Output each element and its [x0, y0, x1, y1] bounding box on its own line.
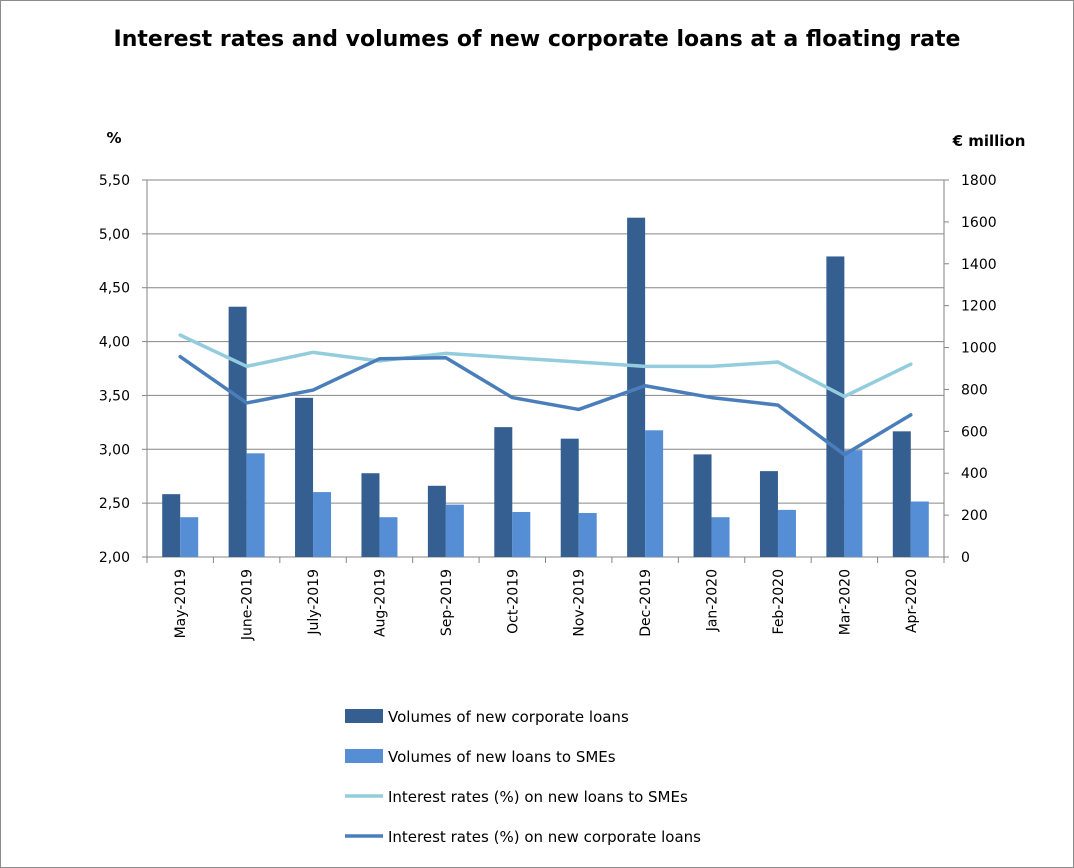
- right-axis-unit-label: € million: [952, 132, 1026, 150]
- left-axis-tick-label: 3,00: [99, 442, 130, 458]
- line-series: [178, 333, 913, 457]
- legend-swatch-bar: [345, 749, 383, 763]
- bar-corporate-loans: [427, 485, 446, 557]
- bar-sme-loans: [777, 509, 796, 557]
- bar-corporate-loans: [560, 438, 579, 557]
- left-axis-tick-label: 5,50: [99, 173, 130, 189]
- legend-entry-label: Volumes of new loans to SMEs: [388, 748, 616, 766]
- bar-sme-loans: [180, 517, 199, 557]
- bar-series: [162, 217, 929, 557]
- legend-entry-label: Interest rates (%) on new loans to SMEs: [388, 788, 688, 806]
- bar-corporate-loans: [494, 427, 513, 557]
- right-axis-tick-label: 600: [961, 424, 988, 440]
- right-axis-tick-label: 800: [961, 382, 988, 398]
- right-axis-tick-label: 1400: [961, 257, 997, 273]
- bar-corporate-loans: [162, 494, 181, 557]
- x-axis-category-label: Dec-2019: [638, 569, 654, 637]
- legend-swatch-bar: [345, 709, 383, 723]
- legend-entry-label: Volumes of new corporate loans: [388, 708, 629, 726]
- gridlines: [147, 179, 944, 504]
- bar-sme-loans: [578, 513, 597, 557]
- x-axis-category-label: Oct-2019: [505, 569, 521, 634]
- bar-sme-loans: [711, 517, 730, 557]
- right-axis-tick-label: 1600: [961, 215, 997, 231]
- x-axis-category-label: Feb-2020: [771, 569, 787, 634]
- x-axis-category-label: Mar-2020: [837, 569, 853, 635]
- bar-corporate-loans: [693, 454, 712, 557]
- right-axis-tick-label: 1800: [961, 173, 997, 189]
- x-axis-category-label: Nov-2019: [572, 569, 588, 637]
- left-axis-tick-label: 2,00: [99, 550, 130, 566]
- chart-title: Interest rates and volumes of new corpor…: [114, 27, 961, 52]
- left-axis-tick-label: 5,00: [99, 227, 130, 243]
- line-corporate-interest-rate: [178, 354, 913, 457]
- x-axis-category-label: June-2019: [240, 569, 256, 641]
- x-axis-category-label: July-2019: [306, 569, 322, 636]
- bar-sme-loans: [910, 501, 929, 557]
- axes: [142, 179, 949, 563]
- bar-sme-loans: [445, 504, 464, 557]
- x-axis-category-label: Jan-2020: [705, 569, 721, 632]
- legend-entry-label: Interest rates (%) on new corporate loan…: [388, 828, 701, 846]
- bar-sme-loans: [512, 511, 531, 557]
- right-axis-tick-label: 1200: [961, 299, 997, 315]
- bar-corporate-loans: [295, 397, 314, 557]
- left-axis-tick-label: 3,50: [99, 388, 130, 404]
- right-axis-tick-label: 200: [961, 508, 988, 524]
- bar-corporate-loans: [826, 256, 845, 557]
- left-axis-tick-label: 4,00: [99, 335, 130, 351]
- line-sme-interest-rate: [178, 333, 913, 399]
- left-axis-tick-label: 4,50: [99, 281, 130, 297]
- tick-labels: 2,00 2,50 3,00 3,50 4,00 4,50 5,00 5,50 0 200 400 6…: [99, 173, 997, 641]
- left-axis-tick-label: 2,50: [99, 496, 130, 512]
- legend: Volumes of new corporate loans Volumes of…: [345, 708, 701, 846]
- bar-corporate-loans: [361, 473, 380, 557]
- bar-corporate-loans: [759, 471, 778, 557]
- x-axis-category-label: Sep-2019: [439, 569, 455, 636]
- bar-sme-loans: [379, 517, 398, 557]
- bar-sme-loans: [246, 453, 265, 557]
- right-axis-tick-label: 400: [961, 466, 988, 482]
- bar-corporate-loans: [892, 431, 911, 557]
- bar-sme-loans: [844, 450, 863, 557]
- x-axis-category-label: Aug-2019: [372, 569, 388, 637]
- x-axis-category-label: May-2019: [173, 569, 189, 638]
- bar-corporate-loans: [228, 306, 247, 557]
- bar-sme-loans: [645, 430, 664, 557]
- right-axis-tick-label: 1000: [961, 341, 997, 357]
- x-axis-category-label: Apr-2020: [904, 569, 920, 633]
- right-axis-tick-label: 0: [961, 550, 970, 566]
- bar-sme-loans: [313, 492, 332, 557]
- left-axis-unit-label: %: [106, 129, 121, 147]
